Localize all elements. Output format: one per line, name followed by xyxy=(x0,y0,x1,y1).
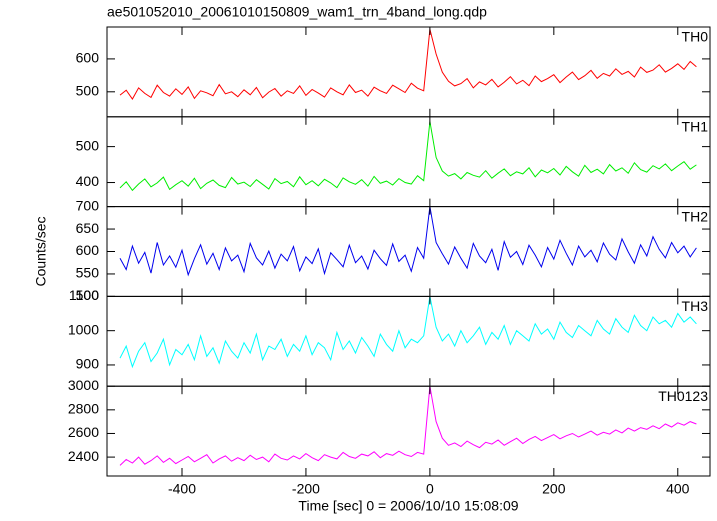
y-tick-label: 600 xyxy=(76,50,100,66)
y-tick-label: 2400 xyxy=(68,448,99,464)
y-tick-label: 650 xyxy=(76,220,100,236)
panel-clip xyxy=(119,386,697,466)
y-tick-label: 2800 xyxy=(68,401,99,417)
chart-title: ae501052010_20061010150809_wam1_trn_4ban… xyxy=(107,4,487,20)
panel-frame xyxy=(106,116,711,208)
panel-label: TH3 xyxy=(682,298,709,314)
panel-frame xyxy=(106,295,711,387)
panel-clip xyxy=(119,29,697,100)
x-tick-label: 0 xyxy=(426,481,434,497)
y-tick-label: 900 xyxy=(76,356,100,372)
panel-clip xyxy=(119,296,697,369)
x-tick-label: -400 xyxy=(168,481,196,497)
y-tick-label: 700 xyxy=(76,197,100,213)
panel-clip xyxy=(119,206,697,277)
x-tick-label: 200 xyxy=(542,481,566,497)
y-axis-label: Counts/sec xyxy=(33,216,49,286)
y-tick-label: 500 xyxy=(76,287,100,303)
y-tick-label: 1000 xyxy=(68,321,99,337)
x-axis-label: Time [sec] 0 = 2006/10/10 15:08:09 xyxy=(298,498,518,514)
y-tick-label: 550 xyxy=(76,265,100,281)
panel-label: TH2 xyxy=(682,208,709,224)
data-line xyxy=(119,121,697,192)
y-tick-label: 500 xyxy=(76,137,100,153)
data-line xyxy=(119,206,697,277)
panel-clip xyxy=(119,121,697,192)
y-tick-label: 3000 xyxy=(68,377,99,393)
data-line xyxy=(119,296,697,369)
y-tick-label: 1100 xyxy=(69,287,99,303)
panel-label: TH1 xyxy=(682,119,709,135)
y-tick-label: 600 xyxy=(76,242,100,258)
y-tick-label: 500 xyxy=(76,83,100,99)
panel-label: TH0123 xyxy=(658,388,708,404)
y-tick-label: 400 xyxy=(76,173,100,189)
panel-label: TH0 xyxy=(682,29,709,45)
panel-frame xyxy=(106,385,711,477)
data-line xyxy=(119,386,697,466)
x-tick-label: -200 xyxy=(292,481,320,497)
x-tick-label: 400 xyxy=(666,481,690,497)
y-tick-label: 2600 xyxy=(68,424,99,440)
data-line xyxy=(119,29,697,100)
